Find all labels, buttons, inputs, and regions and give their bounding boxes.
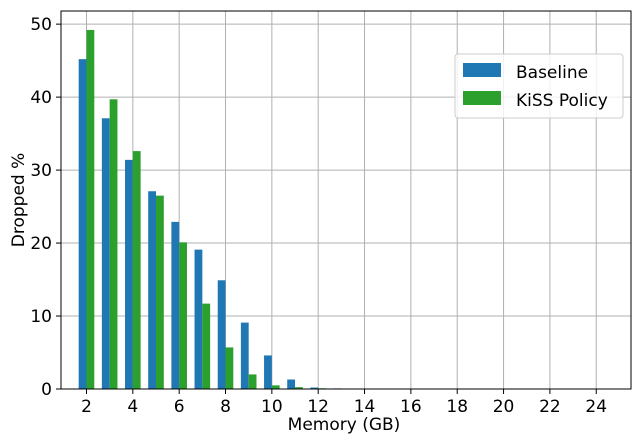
plot-frame <box>60 10 632 390</box>
bar-baseline <box>101 118 110 390</box>
x-tick-label: 14 <box>354 397 376 417</box>
bar-kiss-policy <box>156 195 164 389</box>
bar-baseline <box>148 191 156 389</box>
y-tick-label: 40 <box>30 88 52 108</box>
y-tick-label: 30 <box>30 161 52 181</box>
bar-baseline <box>125 159 133 389</box>
bar-kiss-policy <box>179 242 187 389</box>
bar-kiss-policy <box>248 374 257 389</box>
x-tick-label: 12 <box>307 397 329 417</box>
legend-label-kiss-policy: KiSS Policy <box>516 91 608 111</box>
bar-kiss-policy <box>225 347 234 389</box>
bar-kiss-policy <box>132 151 141 389</box>
bar-kiss-policy <box>271 385 280 389</box>
y-axis-label: Dropped % <box>9 153 29 248</box>
bar-kiss-policy <box>295 387 303 389</box>
y-tick-label: 50 <box>30 15 52 35</box>
x-tick-label: 20 <box>493 397 515 417</box>
x-tick-label: 10 <box>261 397 283 417</box>
bar-baseline <box>171 221 180 389</box>
bars <box>78 29 605 390</box>
x-tick-label: 24 <box>585 397 607 417</box>
legend-swatch-kiss-policy <box>463 91 501 105</box>
x-tick-label: 6 <box>174 397 185 417</box>
x-tick-label: 22 <box>539 397 561 417</box>
x-tick-label: 18 <box>446 397 468 417</box>
x-axis: 2 4 6 8 10 12 14 16 18 20 22 24 <box>81 389 607 417</box>
y-axis: 0 10 20 30 40 50 <box>30 15 61 400</box>
x-tick-label: 2 <box>81 397 92 417</box>
bar-kiss-policy <box>202 303 211 389</box>
bar-baseline <box>240 322 249 389</box>
x-tick-label: 4 <box>127 397 138 417</box>
x-tick-label: 8 <box>220 397 231 417</box>
legend-swatch-baseline <box>463 63 501 77</box>
bar-baseline <box>194 249 203 389</box>
y-tick-label: 20 <box>30 234 52 254</box>
bar-kiss-policy <box>86 29 95 390</box>
bar-baseline <box>78 59 87 389</box>
x-axis-label: Memory (GB) <box>288 415 401 435</box>
x-tick-label: 16 <box>400 397 422 417</box>
bar-baseline <box>217 280 226 389</box>
y-tick-label: 10 <box>30 307 52 327</box>
legend: Baseline KiSS Policy <box>454 53 624 119</box>
bar-baseline <box>310 387 319 389</box>
y-tick-label: 0 <box>41 380 52 400</box>
bar-kiss-policy <box>109 99 118 389</box>
bar-baseline <box>264 355 272 389</box>
bar-baseline <box>287 379 296 389</box>
legend-label-baseline: Baseline <box>516 63 588 83</box>
